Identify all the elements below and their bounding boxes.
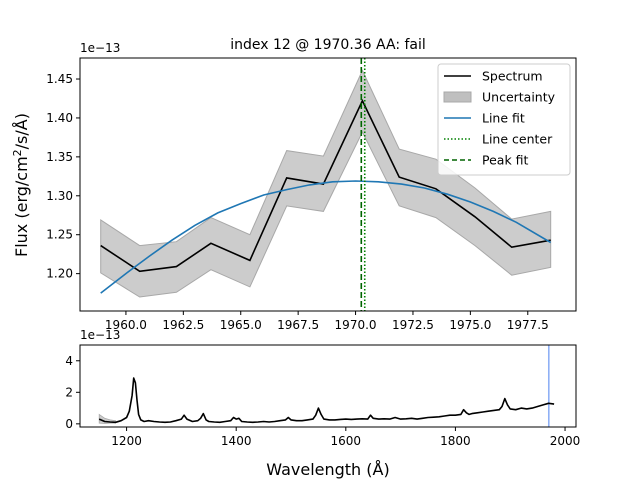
top-x-tick-label: 1972.5: [392, 318, 434, 332]
chart-title: index 12 @ 1970.36 AA: fail: [230, 37, 426, 53]
legend-label-spectrum: Spectrum: [482, 69, 543, 84]
top-panel: Spectrum Uncertainty Line fit Line center Pe…: [11, 37, 577, 332]
legend-label-line-center: Line center: [482, 132, 553, 147]
bottom-axes-frame: [79, 344, 577, 428]
line-fit-curve: [100, 180, 552, 294]
uncertainty-band: [100, 69, 552, 298]
top-y-tick-label: 1.35: [46, 150, 73, 164]
bottom-x-tick-label: 1400: [221, 434, 252, 448]
spectrum-line: [100, 98, 551, 273]
bottom-plot-area: [98, 345, 555, 427]
bottom-y-tick-label: 4: [65, 354, 73, 368]
bottom-offset-text: 1e−13: [80, 328, 120, 342]
top-x-tick-label: 1967.5: [277, 318, 319, 332]
bottom-y-tick-label: 2: [65, 385, 73, 399]
bottom-x-tick-label: 1200: [111, 434, 142, 448]
x-axis-label: Wavelength (Å): [266, 460, 389, 479]
bottom-x-tick-label: 1800: [440, 434, 471, 448]
legend-key-uncertainty: [443, 91, 472, 103]
top-legend: Spectrum Uncertainty Line fit Line center Pe…: [437, 63, 571, 176]
y-axis-label-post: /s/Å): [12, 113, 31, 149]
top-axes-frame: [79, 57, 577, 312]
top-offset-text: 1e−13: [80, 41, 120, 55]
bottom-y-tick-label: 0: [65, 417, 73, 431]
bottom-panel: 1200 1400 1600 1800 2000 0 2 4 1e−13 Wavelengt…: [65, 328, 580, 479]
bottom-x-ticks: 1200 1400 1600 1800 2000: [111, 427, 580, 448]
y-axis-label: Flux (erg/cm2/s/Å): [11, 113, 31, 257]
top-x-tick-label: 1960.0: [105, 318, 147, 332]
top-x-tick-label: 1975.0: [449, 318, 491, 332]
bottom-x-tick-label: 1600: [331, 434, 362, 448]
legend-label-uncertainty: Uncertainty: [482, 90, 556, 105]
top-x-ticks: 1960.0 1962.5 1965.0 1967.5 1970.0 1972.5 1975…: [105, 311, 549, 332]
legend-label-peak-fit: Peak fit: [482, 153, 529, 168]
top-plot-area: [100, 58, 552, 311]
top-x-tick-label: 1965.0: [220, 318, 262, 332]
top-y-tick-label: 1.40: [46, 111, 73, 125]
top-x-tick-label: 1970.0: [335, 318, 377, 332]
top-y-tick-label: 1.20: [46, 267, 73, 281]
top-y-tick-label: 1.25: [46, 228, 73, 242]
legend-label-line-fit: Line fit: [482, 111, 525, 126]
y-axis-label-sup: 2: [11, 149, 24, 156]
y-axis-label-pre: Flux (erg/cm: [12, 156, 31, 257]
top-y-ticks: 1.20 1.25 1.30 1.35 1.40 1.45: [46, 72, 80, 281]
top-y-tick-label: 1.30: [46, 189, 73, 203]
full-spectrum-line: [98, 377, 555, 424]
bottom-x-tick-label: 2000: [550, 434, 581, 448]
bottom-y-ticks: 0 2 4: [65, 354, 80, 431]
top-x-tick-label: 1977.5: [507, 318, 549, 332]
top-y-tick-label: 1.45: [46, 72, 73, 86]
top-x-tick-label: 1962.5: [162, 318, 204, 332]
